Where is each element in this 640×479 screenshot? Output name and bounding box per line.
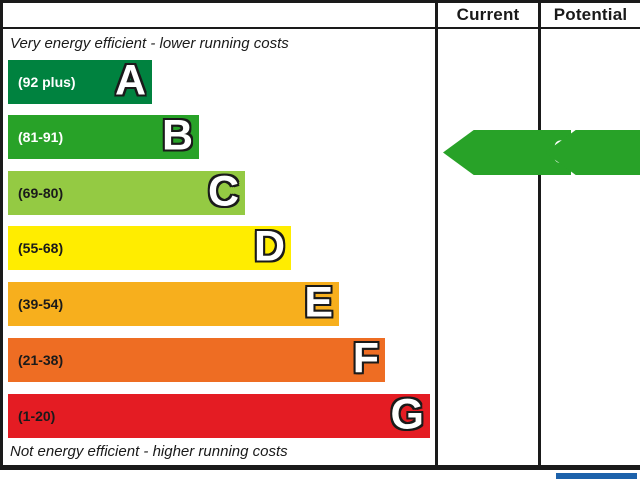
partial-blue-element	[556, 473, 637, 479]
band-d-range: (55-68)	[18, 240, 64, 256]
band-d-letter: D	[253, 222, 285, 271]
band-b: (81-91) B	[8, 111, 199, 160]
caption-very-efficient: Very energy efficient - lower running co…	[10, 35, 289, 52]
band-g-range: (1-20)	[18, 408, 56, 424]
band-f: (21-38) F	[8, 334, 385, 383]
band-a: (92 plus) A	[8, 56, 152, 105]
current-column-divider	[435, 0, 438, 470]
band-g: (1-20) G	[8, 390, 430, 439]
band-f-range: (21-38)	[18, 352, 64, 368]
band-d: (55-68) D	[8, 222, 291, 271]
band-b-letter: B	[161, 111, 193, 160]
band-a-letter: A	[114, 56, 146, 105]
band-c-letter: C	[207, 167, 239, 216]
band-b-range: (81-91)	[18, 129, 64, 145]
band-e: (39-54) E	[8, 278, 339, 327]
band-f-letter: F	[352, 334, 379, 383]
band-e-letter: E	[304, 278, 333, 327]
band-g-letter: G	[390, 390, 424, 439]
band-a-range: (92 plus)	[18, 74, 76, 90]
band-c: (69-80) C	[8, 167, 245, 216]
current-column-header: Current	[456, 5, 520, 24]
caption-not-efficient: Not energy efficient - higher running co…	[10, 443, 288, 460]
potential-column-header: Potential	[553, 5, 628, 24]
potential-column-divider	[538, 0, 541, 470]
band-e-range: (39-54)	[18, 296, 64, 312]
band-c-range: (69-80)	[18, 185, 64, 201]
header-separator	[0, 27, 640, 29]
